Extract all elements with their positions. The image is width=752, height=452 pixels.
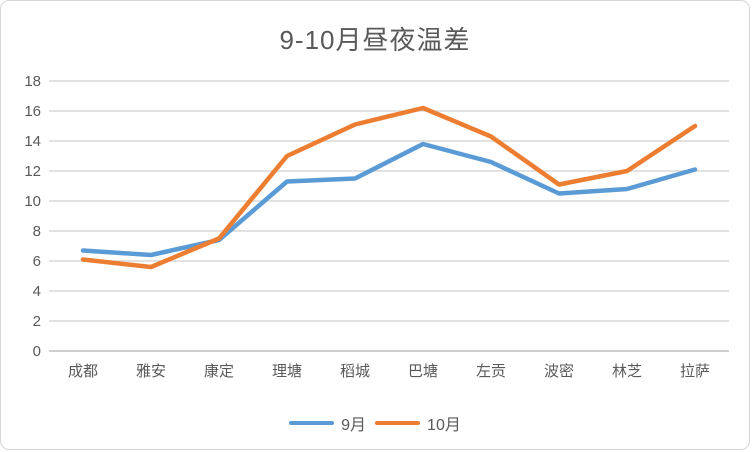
- x-axis-category-label: 波密: [544, 363, 574, 380]
- y-axis-tick-label: 14: [24, 133, 41, 150]
- legend-line-swatch-series2: [375, 420, 421, 426]
- x-axis-category-label: 康定: [204, 363, 234, 380]
- x-axis-category-label: 左贡: [476, 363, 506, 380]
- y-axis-tick-label: 4: [33, 283, 41, 300]
- series-line-1: [80, 141, 698, 258]
- legend-item-series1: 9月: [289, 411, 366, 435]
- y-axis-tick-label: 10: [24, 193, 41, 210]
- legend: 9月 10月: [1, 411, 749, 435]
- y-axis-tick-label: 16: [24, 103, 41, 120]
- y-axis-tick-label: 2: [33, 313, 41, 330]
- legend-item-series2: 10月: [375, 411, 461, 435]
- legend-label-series2: 10月: [427, 417, 461, 434]
- y-axis-tick-label: 6: [33, 253, 41, 270]
- y-axis-tick-label: 0: [33, 343, 41, 360]
- x-axis-category-label: 巴塘: [408, 363, 438, 380]
- x-axis-category-label: 成都: [68, 363, 98, 380]
- y-axis-tick-label: 18: [24, 73, 41, 90]
- x-axis-category-label: 理塘: [272, 363, 302, 380]
- x-axis-category-label: 雅安: [136, 363, 166, 380]
- x-axis-category-label: 拉萨: [680, 363, 710, 380]
- chart-title: 9-10月昼夜温差: [279, 25, 471, 55]
- series-line-2: [80, 105, 698, 270]
- x-axis-category-label: 林芝: [612, 363, 642, 380]
- y-axis-tick-label: 8: [33, 223, 41, 240]
- x-axis-category-label: 稻城: [340, 363, 370, 380]
- y-axis-tick-label: 12: [24, 163, 41, 180]
- legend-line-swatch-series1: [289, 420, 335, 426]
- legend-label-series1: 9月: [341, 417, 367, 434]
